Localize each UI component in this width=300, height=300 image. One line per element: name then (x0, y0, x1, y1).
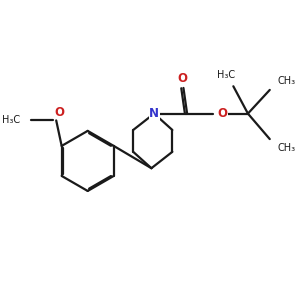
Text: N: N (149, 107, 159, 120)
Text: O: O (54, 106, 64, 118)
Text: CH₃: CH₃ (277, 143, 295, 153)
Text: H₃C: H₃C (217, 70, 235, 80)
Text: H₃C: H₃C (2, 116, 20, 125)
Text: O: O (217, 107, 227, 120)
Text: O: O (177, 73, 188, 85)
Text: CH₃: CH₃ (277, 76, 295, 86)
